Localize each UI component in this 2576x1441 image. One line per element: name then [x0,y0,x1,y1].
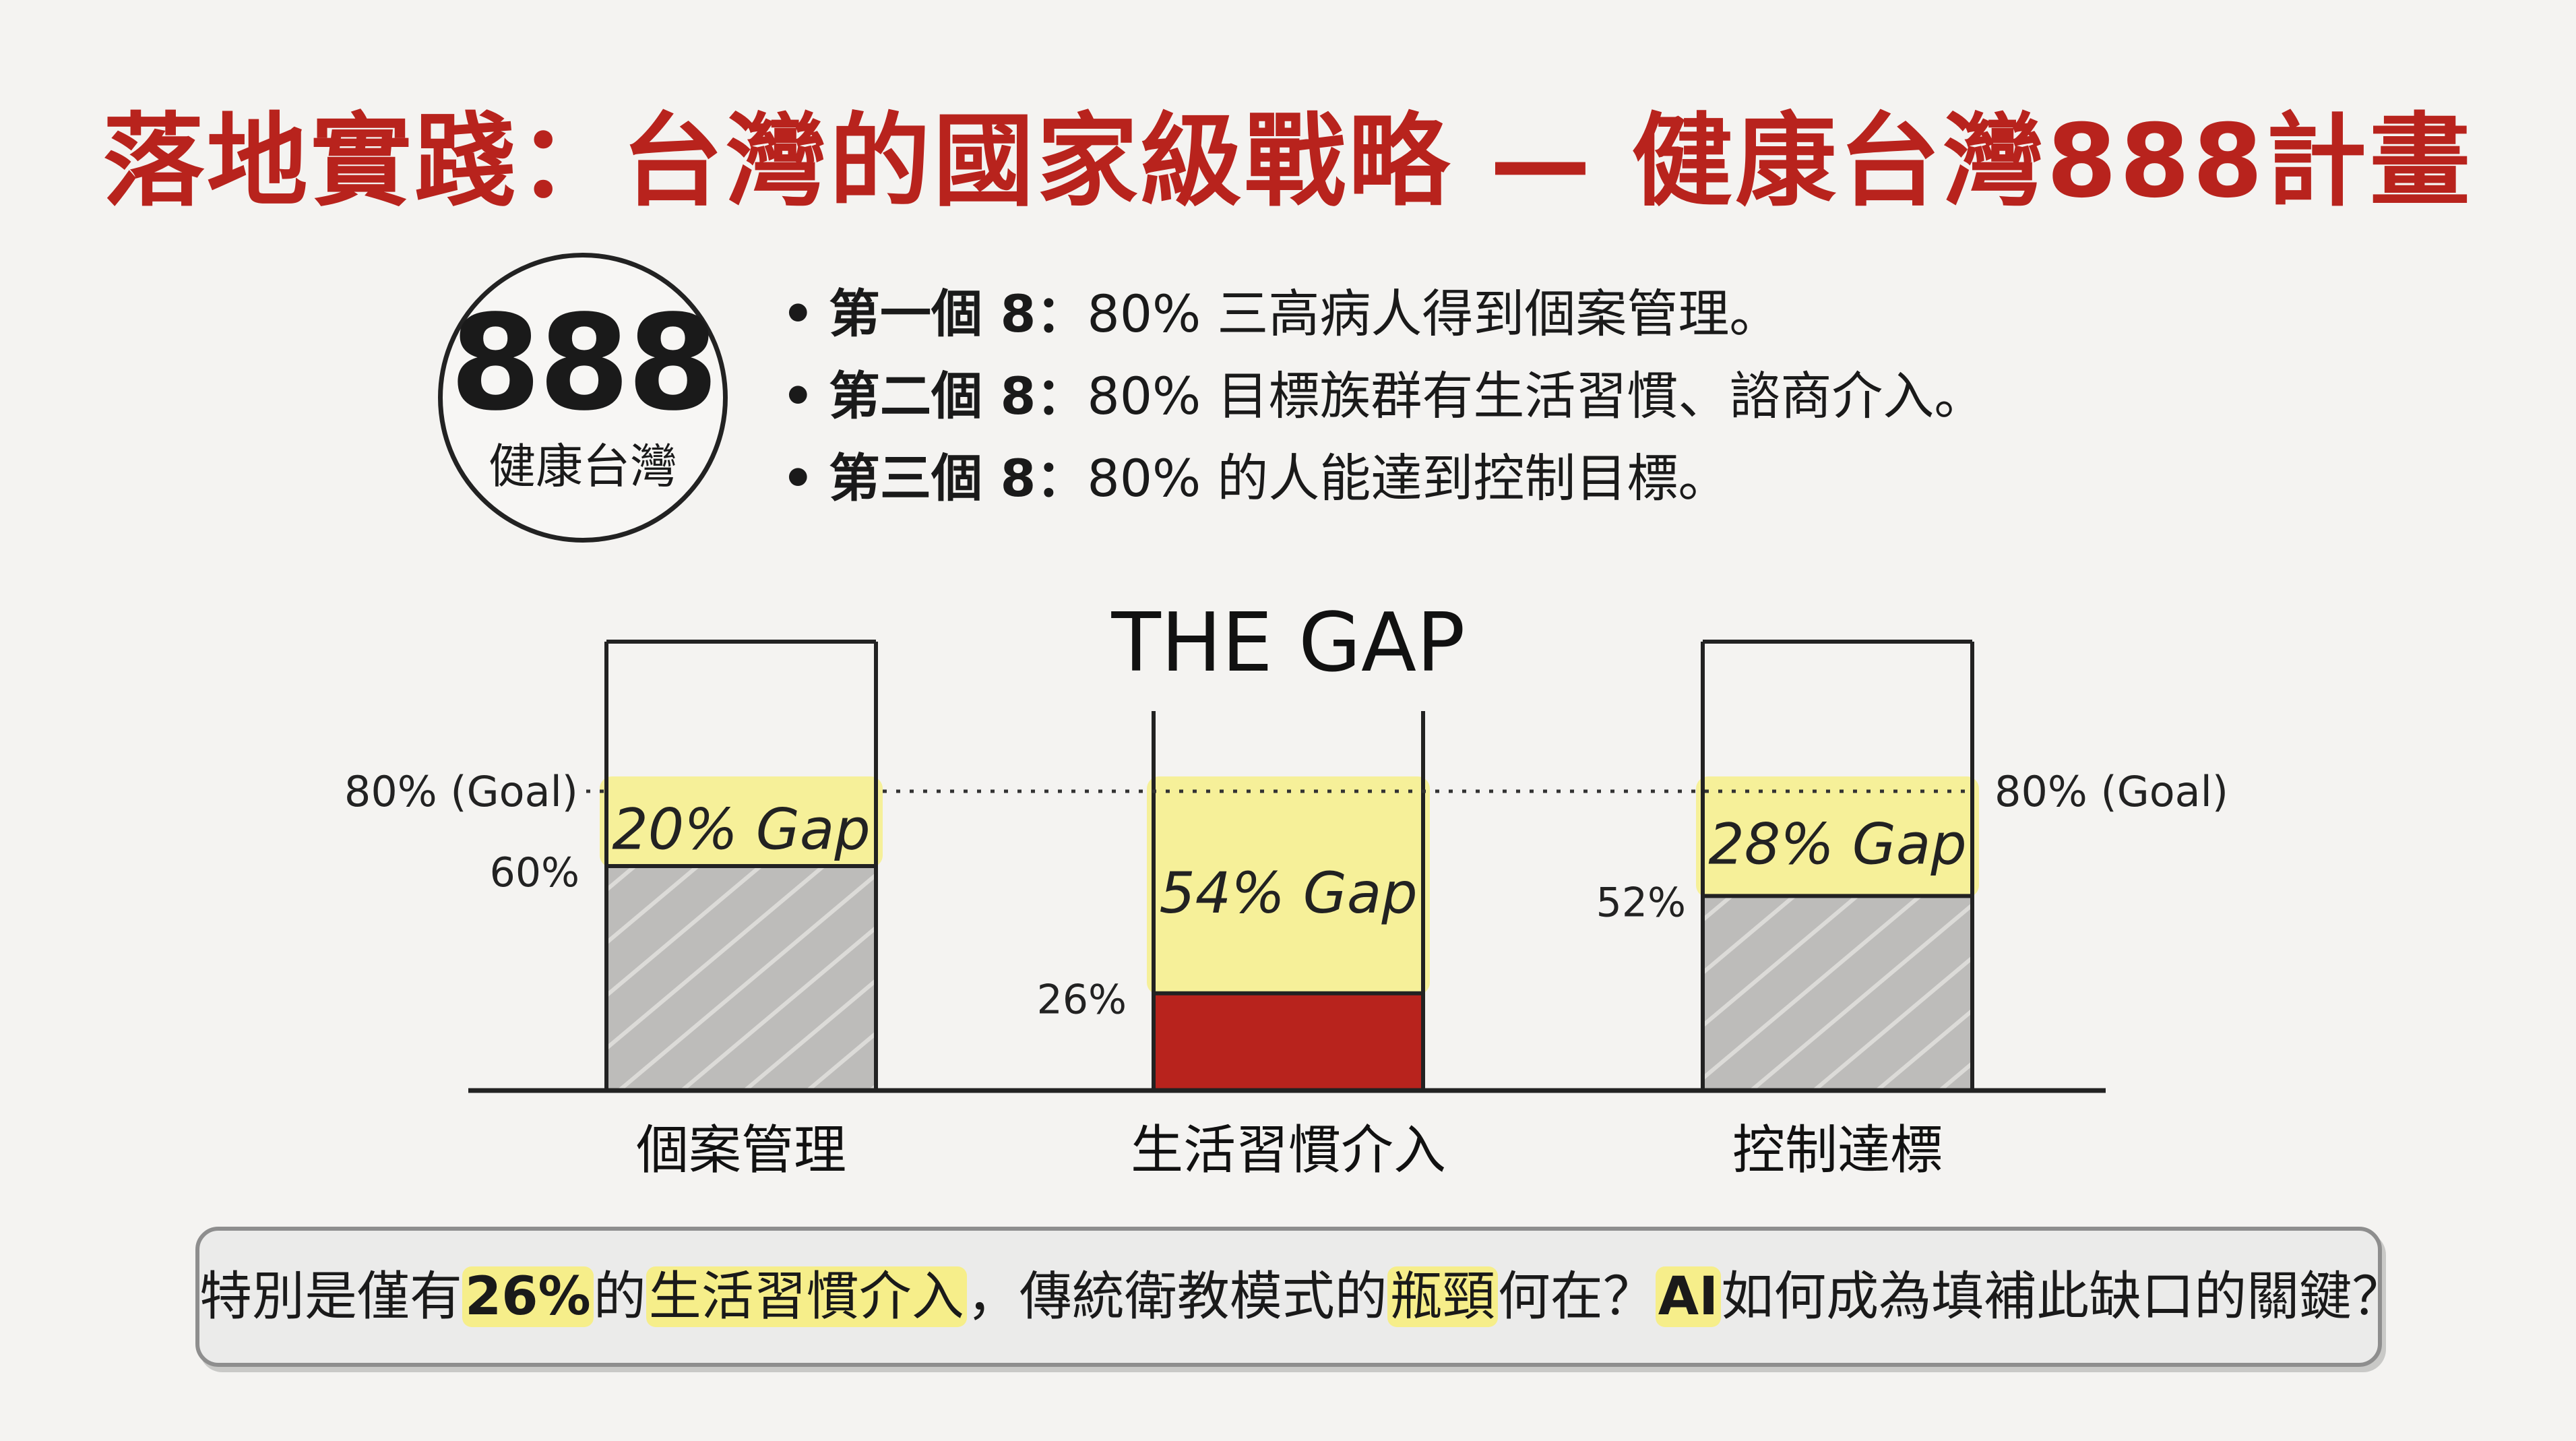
question-highlight-26: 26% [462,1266,594,1327]
gap-highlight [1147,776,1430,995]
category-label: 控制達標 [1732,1120,1943,1181]
goal-text: 80% 的人能達到控制目標。 [1087,448,1730,508]
chart-title: THE GAP [1111,596,1466,690]
888-badge: 888 健康台灣 [438,253,728,543]
page-title: 落地實踐：台灣的國家級戰略 — 健康台灣888計畫 [102,103,2474,220]
category-label: 個案管理 [636,1120,846,1181]
gap-label: 20% Gap [612,797,870,863]
bar [606,866,876,1091]
bar [1154,993,1423,1091]
goal-head: 第一個 8： [829,284,1088,344]
goal-head: 第三個 8： [829,448,1088,508]
question-part: 的 [593,1266,646,1327]
goal-item: • 第三個 8：80% 的人能達到控制目標。 [782,437,2129,520]
bullet-icon: • [782,448,815,508]
value-label: 52% [1596,879,1686,926]
category-label: 生活習慣介入 [1131,1120,1446,1181]
gap-label: 28% Gap [1708,811,1966,878]
goal-label-right: 80% (Goal) [1994,767,2228,816]
goal-head: 第二個 8： [829,366,1088,426]
badge-number: 888 [449,286,718,439]
goal-text: 80% 目標族群有生活習慣、諮商介入。 [1087,366,1986,426]
bullet-icon: • [782,284,815,344]
question-box: 特別是僅有26%的生活習慣介入，傳統衛教模式的瓶頸何在？AI如何成為填補此缺口的… [195,1227,2404,1367]
gap-highlight [1696,776,1979,898]
question-highlight-ai: AI [1655,1266,1722,1327]
value-label: 26% [1037,977,1127,1024]
gap-highlight [600,776,883,867]
question-part: 特別是僅有 [199,1266,463,1327]
badge-label: 健康台灣 [489,439,677,494]
goal-label-left: 80% (Goal) [344,767,578,816]
value-label: 60% [490,849,579,896]
gap-label: 54% Gap [1159,860,1417,926]
question-highlight-bottleneck: 瓶頸 [1387,1266,1498,1327]
question-part: 如何成為填補此缺口的關鍵？ [1721,1266,2405,1327]
goal-item: • 第一個 8：80% 三高病人得到個案管理。 [782,273,2129,355]
question-part: ，傳統衛教模式的 [966,1266,1387,1327]
goal-item: • 第二個 8：80% 目標族群有生活習慣、諮商介入。 [782,355,2129,437]
goal-text: 80% 三高病人得到個案管理。 [1087,284,1781,344]
question-highlight-lifestyle: 生活習慣介入 [646,1266,967,1327]
bullet-icon: • [782,366,815,426]
question-part: 何在？ [1497,1266,1656,1327]
goal-list: • 第一個 8：80% 三高病人得到個案管理。 • 第二個 8：80% 目標族群有生… [782,273,2129,520]
bar [1703,896,1972,1091]
